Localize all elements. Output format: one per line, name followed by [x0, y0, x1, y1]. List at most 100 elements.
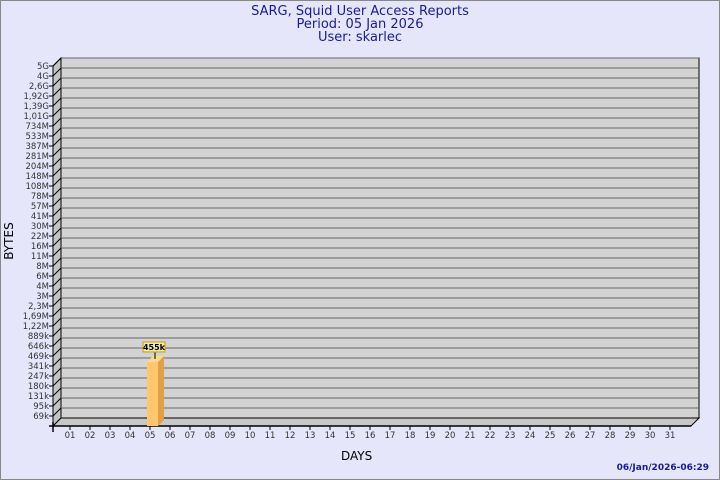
- y-tick-slant: [52, 277, 62, 287]
- x-tick-label: 18: [405, 431, 416, 441]
- x-tick-label: 12: [285, 431, 296, 441]
- y-tick-label: 57M: [31, 202, 49, 212]
- y-tick-label: 2,3M: [28, 302, 49, 312]
- y-tick-slant: [52, 197, 62, 207]
- y-tick-slant: [52, 167, 62, 177]
- y-tick-label: 6M: [36, 272, 49, 282]
- x-tick-label: 14: [325, 431, 336, 441]
- y-tick-slant: [52, 307, 62, 317]
- x-tick-label: 27: [585, 431, 596, 441]
- y-tick-label: 204M: [25, 162, 49, 172]
- y-tick-label: 341k: [28, 362, 49, 372]
- y-tick-slant: [52, 377, 62, 387]
- y-tick-label: 2,6G: [29, 82, 49, 92]
- timestamp: 06/Jan/2026-06:29: [616, 463, 709, 473]
- y-tick-slant: [52, 157, 62, 167]
- y-tick-slant: [52, 347, 62, 357]
- y-tick-label: 16M: [31, 242, 49, 252]
- y-tick-slant: [52, 187, 62, 197]
- x-tick-label: 19: [425, 431, 436, 441]
- y-tick-slant: [52, 207, 62, 217]
- y-tick-label: 1,92G: [23, 92, 49, 102]
- bar: [147, 361, 158, 426]
- y-tick-label: 4G: [37, 72, 49, 82]
- chart-user: User: skarlec: [317, 30, 403, 45]
- y-tick-slant: [52, 327, 62, 337]
- y-tick-slant: [52, 257, 62, 267]
- x-tick-label: 28: [605, 431, 616, 441]
- y-tick-slant: [52, 77, 62, 87]
- y-tick-label: 1,22M: [23, 322, 49, 332]
- y-tick-label: 8M: [36, 262, 49, 272]
- y-tick-slant: [52, 217, 62, 227]
- x-tick-label: 02: [85, 431, 96, 441]
- y-tick-slant: [52, 107, 62, 117]
- x-tick-label: 11: [265, 431, 276, 441]
- chart-period: Period: 05 Jan 2026: [296, 17, 424, 32]
- x-tick-label: 30: [645, 431, 656, 441]
- y-tick-label: 131k: [28, 392, 49, 402]
- data-label: 455k: [143, 343, 166, 352]
- y-tick-slant: [52, 127, 62, 137]
- y-tick-label: 247k: [28, 372, 49, 382]
- bar-side: [158, 355, 164, 426]
- y-tick-slant: [52, 87, 62, 97]
- y-tick-slant: [52, 177, 62, 187]
- x-tick-label: 08: [205, 431, 216, 441]
- y-tick-label: 4M: [36, 282, 49, 292]
- x-tick-label: 31: [665, 431, 676, 441]
- y-tick-label: 41M: [31, 212, 49, 222]
- y-tick-label: 734M: [25, 122, 49, 132]
- y-tick-slant: [52, 57, 62, 67]
- y-tick-label: 22M: [31, 232, 49, 242]
- y-tick-slant: [52, 67, 62, 77]
- y-tick-label: 180k: [28, 382, 49, 392]
- y-tick-label: 387M: [25, 142, 49, 152]
- x-tick-label: 01: [65, 431, 76, 441]
- y-tick-slant: [52, 407, 62, 417]
- x-tick-label: 25: [545, 431, 556, 441]
- y-tick-label: 5G: [37, 62, 49, 72]
- x-tick-label: 17: [385, 431, 396, 441]
- y-tick-label: 469k: [28, 352, 49, 362]
- y-tick-label: 281M: [25, 152, 49, 162]
- y-tick-label: 108M: [25, 182, 49, 192]
- x-tick-label: 24: [525, 431, 536, 441]
- x-tick-label: 22: [485, 431, 496, 441]
- y-tick-slant: [52, 267, 62, 277]
- chart-title: SARG, Squid User Access Reports: [251, 4, 469, 19]
- y-tick-slant: [52, 297, 62, 307]
- y-tick-label: 533M: [25, 132, 49, 142]
- y-tick-slant: [52, 237, 62, 247]
- y-tick-label: 3M: [36, 292, 49, 302]
- x-tick-label: 04: [125, 431, 136, 441]
- x-tick-label: 15: [345, 431, 356, 441]
- y-tick-slant: [52, 317, 62, 327]
- x-axis-label: DAYS: [341, 449, 373, 463]
- y-tick-label: 69k: [33, 412, 49, 422]
- y-tick-label: 1,39G: [23, 102, 49, 112]
- y-tick-label: 1,01G: [23, 112, 49, 122]
- y-tick-slant: [52, 117, 62, 127]
- x-tick-label: 21: [465, 431, 476, 441]
- x-tick-label: 29: [625, 431, 636, 441]
- y-tick-slant: [52, 357, 62, 367]
- data-label-box: [142, 341, 166, 353]
- y-axis-label: BYTES: [2, 222, 16, 260]
- y-tick-label: 1,69M: [23, 312, 49, 322]
- y-tick-slant: [52, 397, 62, 407]
- y-tick-slant: [52, 247, 62, 257]
- x-tick-label: 06: [165, 431, 176, 441]
- x-tick-label: 07: [185, 431, 196, 441]
- x-tick-label: 05: [145, 431, 156, 441]
- y-tick-label: 11M: [31, 252, 49, 262]
- x-tick-label: 10: [245, 431, 256, 441]
- y-tick-slant: [52, 227, 62, 237]
- x-tick-label: 23: [505, 431, 516, 441]
- x-tick-label: 09: [225, 431, 236, 441]
- y-tick-slant: [52, 137, 62, 147]
- y-tick-label: 148M: [25, 172, 49, 182]
- y-tick-slant: [52, 287, 62, 297]
- x-tick-label: 13: [305, 431, 316, 441]
